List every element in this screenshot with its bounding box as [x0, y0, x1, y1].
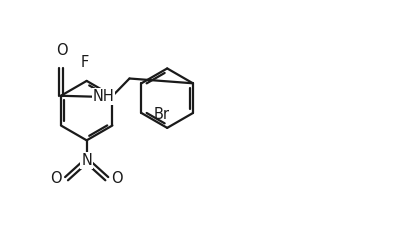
Text: NH: NH — [92, 89, 114, 104]
Text: Br: Br — [154, 107, 169, 122]
Text: O: O — [57, 43, 68, 58]
Text: F: F — [80, 55, 88, 70]
Text: N: N — [81, 153, 92, 168]
Text: O: O — [50, 171, 62, 186]
Text: O: O — [112, 171, 123, 186]
